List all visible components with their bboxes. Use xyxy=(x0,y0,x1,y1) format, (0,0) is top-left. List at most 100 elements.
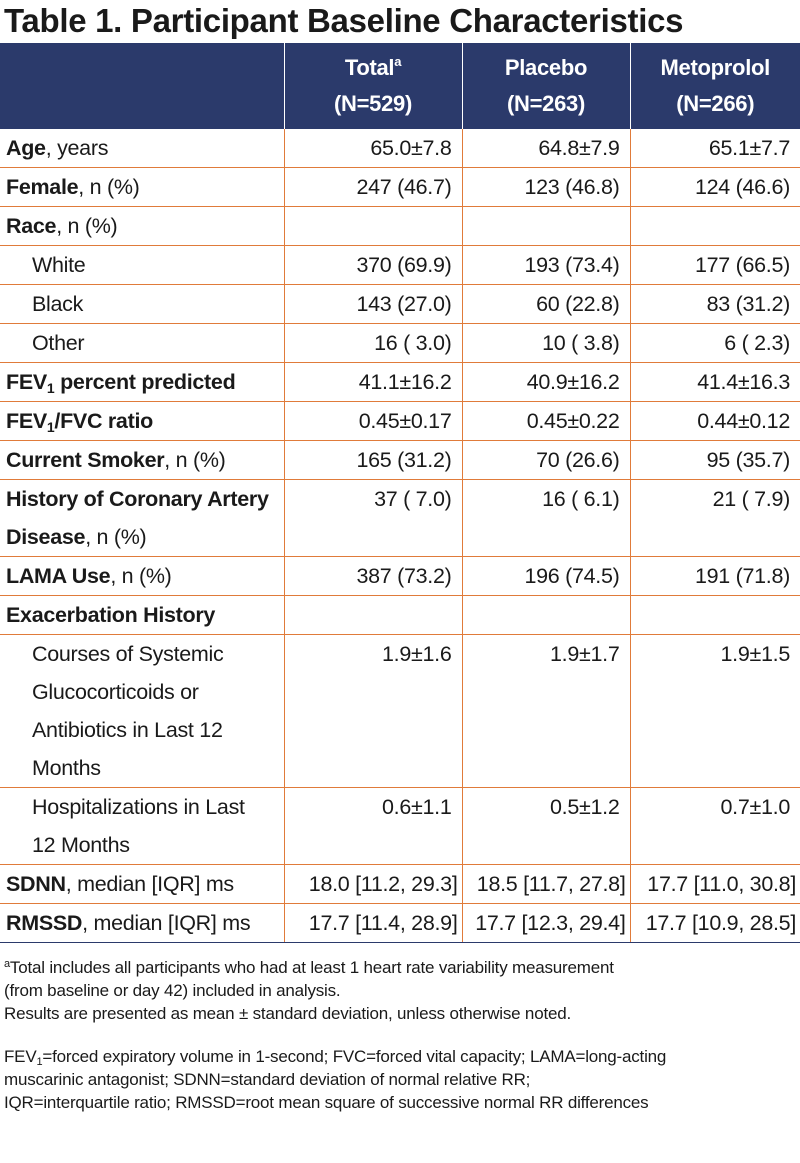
footnote-text: Total includes all participants who had … xyxy=(9,958,614,977)
row-label-line: Months xyxy=(32,756,101,780)
cell-metoprolol: 41.4±16.3 xyxy=(629,362,800,402)
row-label-rest: , median [IQR] ms xyxy=(82,911,251,935)
cell-total xyxy=(283,595,462,635)
row-label: Age, years xyxy=(0,129,284,168)
row-label: FEV1/FVC ratio xyxy=(0,401,284,441)
row-label-rest: , n (%) xyxy=(78,175,140,199)
row-label-bold: Disease xyxy=(6,525,86,549)
row-label-bold: History of Coronary Artery xyxy=(6,487,269,511)
cell-placebo: 193 (73.4) xyxy=(461,245,630,285)
cell-metoprolol: 95 (35.7) xyxy=(629,440,800,480)
header-metoprolol-n: (N=266) xyxy=(676,91,755,116)
row-age: Age, years 65.0±7.8 64.8±7.9 65.1±7.7 xyxy=(0,129,800,168)
cell-placebo: 16 ( 6.1) xyxy=(461,479,630,557)
row-courses-systemic: Courses of Systemic Glucocorticoids or Ant… xyxy=(0,634,800,788)
row-label: RMSSD, median [IQR] ms xyxy=(0,903,284,943)
row-race: Race, n (%) xyxy=(0,206,800,246)
row-label-bold: Exacerbation History xyxy=(6,603,216,627)
cell-placebo: 40.9±16.2 xyxy=(461,362,630,402)
cell-total: 143 (27.0) xyxy=(283,284,462,324)
row-label-rest: , n (%) xyxy=(164,448,226,472)
header-row: Totala (N=529) Placebo (N=263) Metoprolol (… xyxy=(0,43,800,129)
row-label: White xyxy=(0,245,284,285)
baseline-characteristics-table: Totala (N=529) Placebo (N=263) Metoprolol (… xyxy=(0,43,800,943)
header-total: Totala (N=529) xyxy=(283,43,462,129)
cell-metoprolol: 177 (66.5) xyxy=(629,245,800,285)
row-label-bold: SDNN xyxy=(6,872,66,896)
row-label-rest: , years xyxy=(45,136,109,160)
header-placebo-n: (N=263) xyxy=(507,91,585,116)
cell-metoprolol: 17.7 [10.9, 28.5] xyxy=(629,903,800,943)
cell-metoprolol: 17.7 [11.0, 30.8] xyxy=(629,864,800,904)
cell-total: 18.0 [11.2, 29.3] xyxy=(283,864,462,904)
row-rmssd: RMSSD, median [IQR] ms 17.7 [11.4, 28.9]… xyxy=(0,903,800,943)
cell-placebo xyxy=(461,595,630,635)
row-label: Other xyxy=(0,323,284,363)
row-label-rest: , n (%) xyxy=(56,214,118,238)
footnote-fev-subscript: 1 xyxy=(36,1056,43,1068)
table-title: Table 1. Participant Baseline Characteri… xyxy=(4,2,684,39)
cell-metoprolol xyxy=(629,206,800,246)
cell-placebo: 0.45±0.22 xyxy=(461,401,630,441)
fev-label: FEV xyxy=(6,409,47,433)
cell-total: 247 (46.7) xyxy=(283,167,462,207)
row-label-line: Glucocorticoids or xyxy=(32,680,199,704)
row-fev1-percent: FEV1 percent predicted 41.1±16.2 40.9±16… xyxy=(0,362,800,402)
row-hospitalizations: Hospitalizations in Last 12 Months 0.6±1.… xyxy=(0,787,800,865)
cell-total: 165 (31.2) xyxy=(283,440,462,480)
cell-placebo: 1.9±1.7 xyxy=(461,634,630,788)
cell-metoprolol: 1.9±1.5 xyxy=(629,634,800,788)
row-label-line: 12 Months xyxy=(32,833,130,857)
row-label-rest: , n (%) xyxy=(110,564,172,588)
cell-placebo: 0.5±1.2 xyxy=(461,787,630,865)
row-label: LAMA Use, n (%) xyxy=(0,556,284,596)
fev-subscript: 1 xyxy=(46,380,55,396)
row-label-bold: Age xyxy=(6,136,46,160)
cell-total: 0.6±1.1 xyxy=(283,787,462,865)
row-label: FEV1 percent predicted xyxy=(0,362,284,402)
footnote-fev: FEV xyxy=(4,1047,37,1066)
cell-metoprolol: 191 (71.8) xyxy=(629,556,800,596)
footnote-a-line1: aTotal includes all participants who had… xyxy=(4,957,614,979)
cell-metoprolol: 21 ( 7.9) xyxy=(629,479,800,557)
row-race-black: Black 143 (27.0) 60 (22.8) 83 (31.2) xyxy=(0,284,800,324)
row-coronary-artery-disease: History of Coronary Artery Disease, n (%)… xyxy=(0,479,800,557)
row-current-smoker: Current Smoker, n (%) 165 (31.2) 70 (26.… xyxy=(0,440,800,480)
header-total-n: (N=529) xyxy=(334,91,412,116)
row-label: Race, n (%) xyxy=(0,206,284,246)
header-total-footnote-mark: a xyxy=(394,54,402,69)
cell-total: 41.1±16.2 xyxy=(283,362,462,402)
fev-label: FEV xyxy=(6,370,47,394)
cell-placebo: 18.5 [11.7, 27.8] xyxy=(461,864,630,904)
cell-total xyxy=(283,206,462,246)
cell-total: 37 ( 7.0) xyxy=(283,479,462,557)
row-lama-use: LAMA Use, n (%) 387 (73.2) 196 (74.5) 19… xyxy=(0,556,800,596)
cell-total: 16 ( 3.0) xyxy=(283,323,462,363)
cell-metoprolol: 6 ( 2.3) xyxy=(629,323,800,363)
header-metoprolol-label: Metoprolol xyxy=(660,55,771,80)
row-label: Current Smoker, n (%) xyxy=(0,440,284,480)
row-label: Courses of Systemic Glucocorticoids or Ant… xyxy=(0,634,284,788)
cell-placebo: 10 ( 3.8) xyxy=(461,323,630,363)
row-label: Hospitalizations in Last 12 Months xyxy=(0,787,284,865)
fev-subscript: 1 xyxy=(46,419,55,435)
fev-label-rest: percent predicted xyxy=(54,370,236,394)
cell-placebo: 60 (22.8) xyxy=(461,284,630,324)
cell-total: 65.0±7.8 xyxy=(283,129,462,168)
header-blank-cell xyxy=(0,43,284,129)
footnote-text: =forced expiratory volume in 1-second; F… xyxy=(42,1047,667,1066)
cell-placebo xyxy=(461,206,630,246)
header-metoprolol: Metoprolol (N=266) xyxy=(629,43,800,129)
header-placebo-label: Placebo xyxy=(504,55,588,80)
row-label-bold: RMSSD xyxy=(6,911,83,935)
row-sdnn: SDNN, median [IQR] ms 18.0 [11.2, 29.3] … xyxy=(0,864,800,904)
cell-total: 17.7 [11.4, 28.9] xyxy=(283,903,462,943)
cell-placebo: 196 (74.5) xyxy=(461,556,630,596)
row-race-white: White 370 (69.9) 193 (73.4) 177 (66.5) xyxy=(0,245,800,285)
footnote-abbr-line3: IQR=interquartile ratio; RMSSD=root mean… xyxy=(4,1093,649,1112)
row-label-bold: Female xyxy=(6,175,79,199)
cell-placebo: 70 (26.6) xyxy=(461,440,630,480)
cell-metoprolol: 124 (46.6) xyxy=(629,167,800,207)
header-placebo: Placebo (N=263) xyxy=(461,43,630,129)
footnote-abbr-line1: FEV1=forced expiratory volume in 1-secon… xyxy=(4,1046,666,1068)
